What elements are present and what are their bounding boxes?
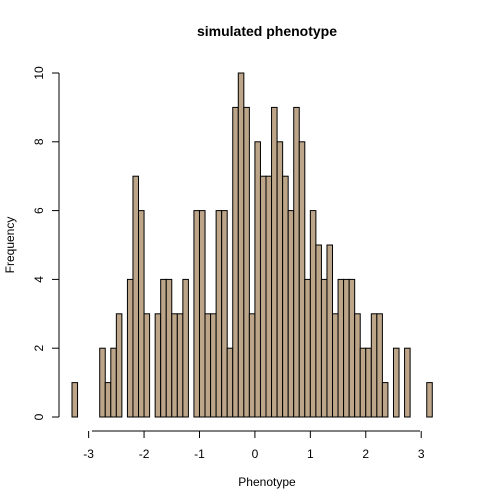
histogram-bar (283, 176, 289, 417)
histogram-bar (366, 348, 372, 417)
histogram-bar (327, 245, 333, 417)
histogram-bar (266, 176, 272, 417)
histogram-bar (238, 73, 244, 417)
bars-group (72, 73, 432, 417)
y-tick-label: 6 (32, 207, 46, 214)
histogram-bar (211, 314, 217, 417)
histogram-bar (355, 314, 361, 417)
histogram-bar (139, 211, 145, 417)
x-axis: -3 -2 -1 0 1 2 3 (83, 431, 425, 461)
histogram-bar (199, 211, 205, 417)
histogram-bar (382, 383, 388, 417)
histogram-bar (272, 107, 278, 417)
x-tick-label: 1 (307, 447, 314, 461)
x-tick-label: -2 (139, 447, 150, 461)
histogram-bar (349, 279, 355, 417)
histogram-bar (166, 279, 172, 417)
histogram-bar (360, 348, 366, 417)
x-axis-label: Phenotype (238, 475, 296, 489)
histogram-bar (205, 314, 211, 417)
x-tick-label: -3 (83, 447, 94, 461)
histogram-bar (316, 245, 322, 417)
histogram-bar (222, 211, 228, 417)
x-tick-label: 3 (418, 447, 425, 461)
y-axis-label: Frequency (3, 217, 17, 274)
histogram-bar (333, 314, 339, 417)
histogram-bar (105, 383, 111, 417)
histogram-bar (161, 279, 167, 417)
y-tick-label: 8 (32, 138, 46, 145)
histogram-bar (277, 142, 283, 417)
histogram-bar (144, 314, 150, 417)
x-tick-label: -1 (194, 447, 205, 461)
histogram-bar (127, 279, 133, 417)
histogram-bar (310, 211, 316, 417)
histogram-bar (288, 211, 294, 417)
histogram-bar (100, 348, 106, 417)
chart-title: simulated phenotype (197, 23, 337, 39)
histogram-bar (305, 279, 311, 417)
y-tick-label: 2 (32, 345, 46, 352)
histogram-bar (344, 279, 350, 417)
histogram-bar (405, 348, 411, 417)
histogram-bar (194, 211, 200, 417)
histogram-bar (299, 142, 305, 417)
histogram-bar (116, 314, 122, 417)
x-tick-label: 0 (252, 447, 259, 461)
histogram-bar (216, 211, 222, 417)
x-tick-label: 2 (362, 447, 369, 461)
histogram-bar (111, 348, 117, 417)
y-tick-label: 4 (32, 276, 46, 283)
histogram-bar (255, 142, 261, 417)
y-tick-label: 10 (32, 66, 46, 80)
histogram-bar (294, 107, 300, 417)
histogram-bar (260, 176, 266, 417)
histogram-bar (393, 348, 399, 417)
histogram-bar (227, 348, 233, 417)
histogram-bar (321, 279, 327, 417)
histogram-bar (249, 314, 255, 417)
histogram-bar (155, 314, 161, 417)
histogram-bar (371, 314, 377, 417)
histogram-bar (233, 107, 239, 417)
histogram-bar (338, 279, 344, 417)
histogram-bar (133, 176, 139, 417)
y-tick-label: 0 (32, 413, 46, 420)
histogram-bar (72, 383, 78, 417)
histogram-bar (377, 314, 383, 417)
histogram-bar (244, 107, 250, 417)
histogram-bar (177, 314, 183, 417)
histogram-bar (183, 279, 189, 417)
histogram-bar (427, 383, 433, 417)
histogram-bar (172, 314, 178, 417)
y-axis: 0 2 4 6 8 10 (32, 66, 59, 420)
